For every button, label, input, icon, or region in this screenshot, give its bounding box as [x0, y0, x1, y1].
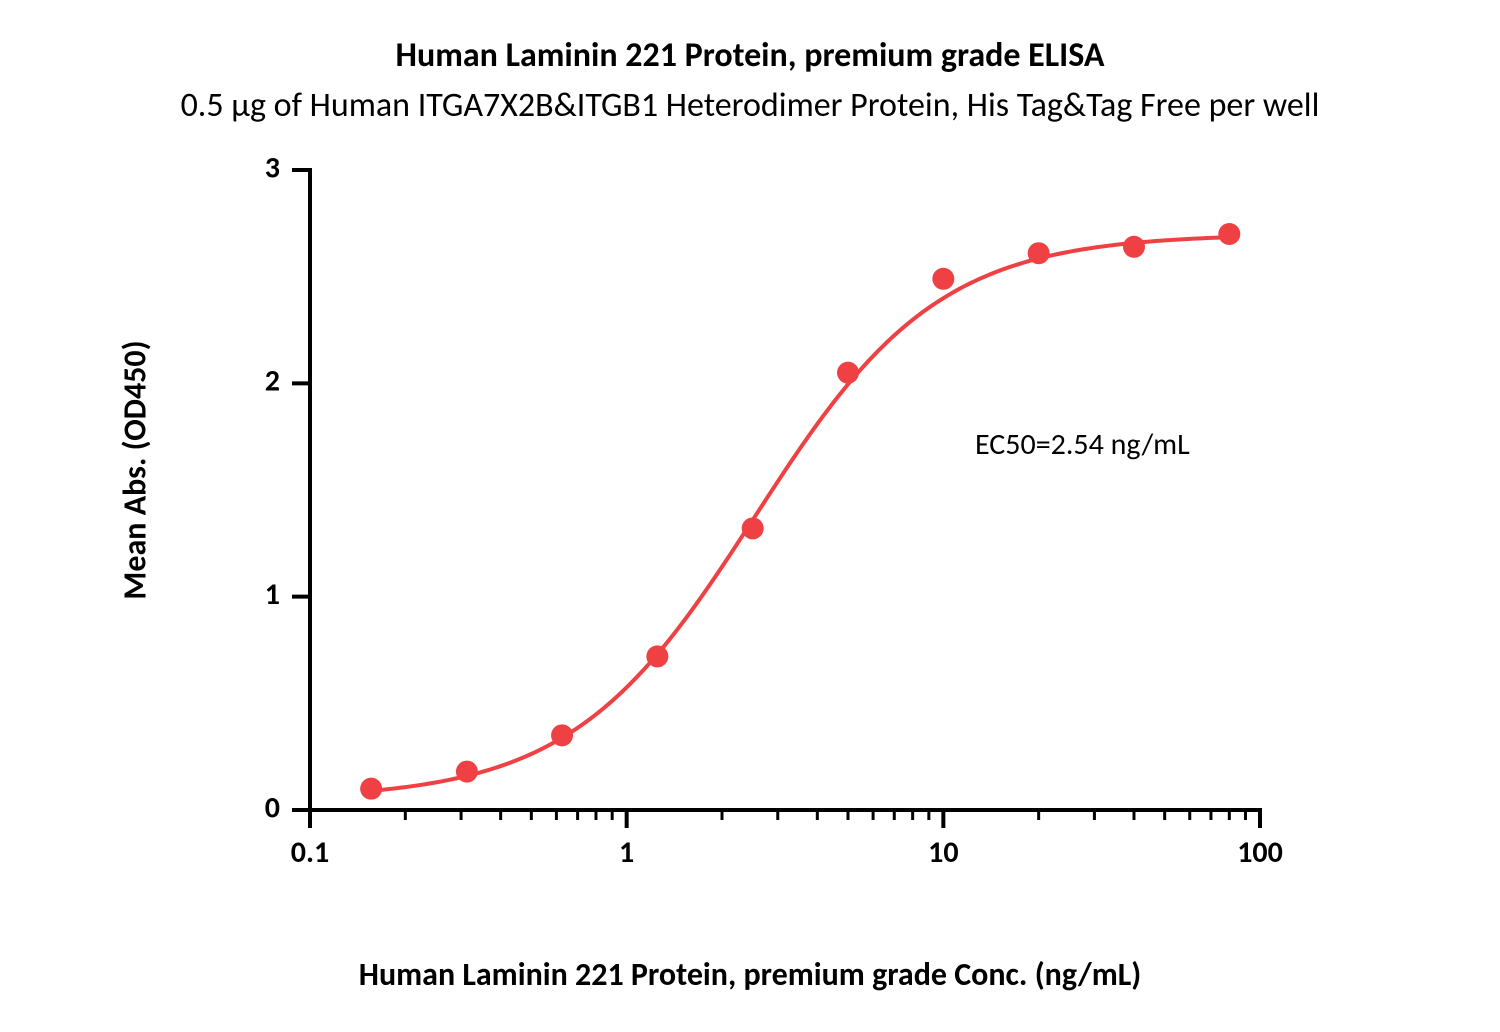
chart-area: 0 1 2 3 0.1 1 10 100: [200, 150, 1300, 950]
chart-container: Human Laminin 221 Protein, premium grade…: [0, 0, 1500, 1032]
svg-text:100: 100: [1237, 834, 1283, 871]
chart-subtitle: 0.5 μg of Human ITGA7X2B&ITGB1 Heterodim…: [0, 85, 1500, 126]
svg-text:2: 2: [265, 363, 280, 400]
x-axis-label: Human Laminin 221 Protein, premium grade…: [0, 955, 1500, 994]
ec50-annotation: EC50=2.54 ng/mL: [975, 426, 1190, 463]
chart-svg: 0 1 2 3 0.1 1 10 100: [200, 150, 1300, 950]
svg-text:10: 10: [928, 834, 958, 871]
y-axis-label: Mean Abs. (OD450): [116, 340, 155, 599]
chart-title: Human Laminin 221 Protein, premium grade…: [0, 35, 1500, 76]
svg-text:1: 1: [265, 576, 280, 613]
svg-text:1: 1: [619, 834, 634, 871]
svg-text:0: 0: [265, 789, 280, 826]
svg-text:0.1: 0.1: [291, 834, 329, 871]
svg-text:3: 3: [265, 150, 280, 186]
